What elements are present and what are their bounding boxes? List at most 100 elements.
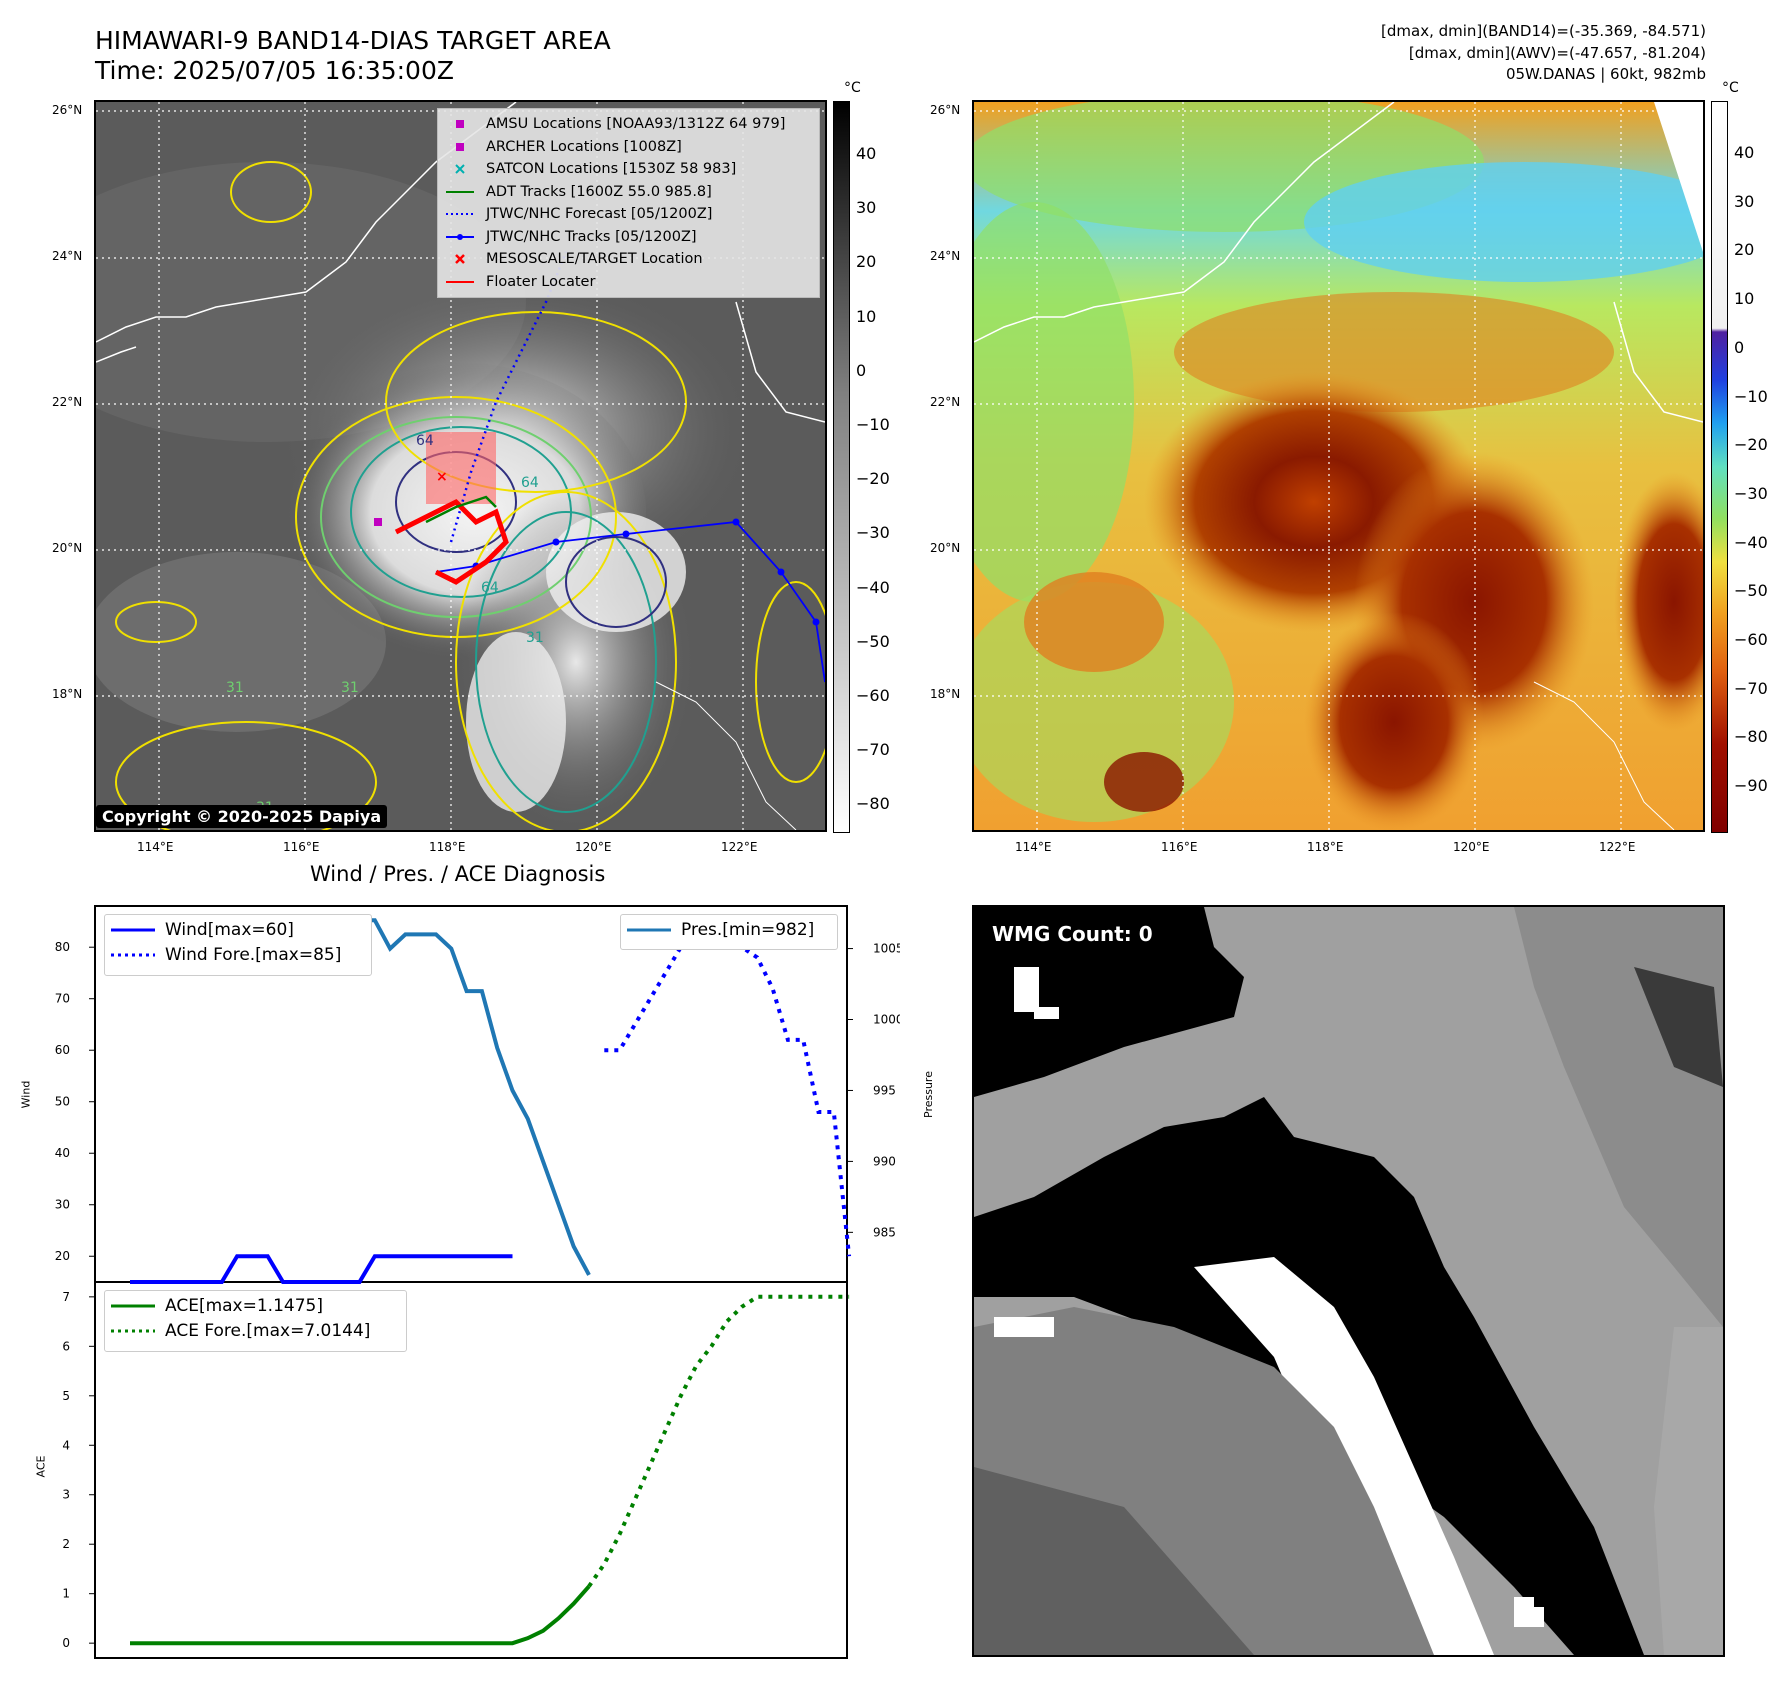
- lon-label: 122°E: [1599, 840, 1636, 854]
- diagnosis-title: Wind / Pres. / ACE Diagnosis: [310, 862, 606, 886]
- legend-item-amsu: AMSU Locations [NOAA93/1312Z 64 979]: [446, 113, 811, 136]
- map-legend: AMSU Locations [NOAA93/1312Z 64 979] ARC…: [437, 108, 820, 298]
- pressure-tick-label: 985: [873, 1225, 896, 1239]
- colorbar2-tick: −60: [1734, 630, 1768, 649]
- colorbar1-unit: °C: [844, 80, 861, 96]
- target-area: [426, 432, 496, 504]
- colorbar1-tick: 20: [856, 252, 877, 272]
- wind-forecast-line: [604, 919, 852, 1257]
- ir-map-panel: × 64 64 64 31 31 31 31 Copyright © 2020-…: [94, 100, 827, 832]
- ace-tick-label: 3: [62, 1488, 70, 1502]
- square-icon: [446, 139, 474, 155]
- legend-item-wind: Wind[max=60]: [111, 917, 365, 942]
- lat-label: 18°N: [930, 687, 961, 701]
- ace-tick-label: 2: [62, 1537, 70, 1551]
- colorbar2: [1711, 101, 1728, 833]
- lat-label: 22°N: [930, 395, 961, 409]
- dotted-line-icon: [111, 1329, 155, 1332]
- info-band14: [dmax, dmin](BAND14)=(-35.369, -84.571): [1381, 22, 1706, 40]
- wmg-svg: [974, 907, 1723, 1655]
- adt-track: [425, 495, 497, 524]
- colorbar2-tick: −70: [1734, 678, 1768, 698]
- colorbar2-tick: −50: [1734, 581, 1768, 601]
- colorbar1-tick: 0: [856, 360, 867, 380]
- ace-axis-label: ACE: [34, 1455, 48, 1478]
- colorbar1-tick: 10: [856, 306, 877, 326]
- ace-tick-label: 0: [62, 1636, 70, 1650]
- wind-tick-label: 80: [55, 940, 70, 954]
- diagnosis-chart: 20 30 40 50 60 70 80 985 990 995 1000 1005 0 1 2 3 4 5 6…: [55, 905, 900, 1659]
- legend-item-jtwc: JTWC/NHC Tracks [05/1200Z]: [446, 226, 811, 249]
- colorbar2-tick: −80: [1734, 727, 1768, 747]
- lon-label: 120°E: [575, 840, 612, 854]
- svg-text:×: ×: [436, 469, 448, 485]
- ace-axes: [94, 1281, 848, 1659]
- colorbar2-tick: 40: [1734, 143, 1755, 162]
- wind-tick-label: 70: [55, 992, 70, 1006]
- colorbar1: [833, 101, 850, 833]
- colorbar2-unit: °C: [1722, 80, 1739, 96]
- forecast-track: [449, 251, 568, 543]
- legend-item-forecast: JTWC/NHC Forecast [05/1200Z]: [446, 203, 811, 226]
- wind-tick-label: 40: [55, 1146, 70, 1160]
- pressure-legend: Pres.[min=982]: [620, 914, 838, 950]
- colorbar1-tick: −10: [856, 415, 890, 434]
- colorbar1-tick: −60: [856, 686, 890, 705]
- colorbar1-tick: −80: [856, 794, 890, 814]
- legend-item-ace: ACE[max=1.1475]: [111, 1293, 400, 1318]
- lon-label: 122°E: [721, 840, 758, 854]
- lat-label: 20°N: [52, 541, 83, 555]
- line-icon: [111, 1304, 155, 1307]
- pressure-tick-label: 1005: [873, 942, 900, 956]
- lon-label: 118°E: [429, 840, 466, 854]
- copyright-label: Copyright © 2020-2025 Dapiya: [96, 805, 388, 828]
- wind-line: [130, 1254, 513, 1284]
- ace-tick-label: 7: [62, 1290, 70, 1304]
- ace-forecast-line: [587, 1294, 850, 1588]
- colorbar2-tick: 30: [1734, 191, 1755, 211]
- lat-label: 18°N: [52, 687, 83, 701]
- chart-time: Time: 2025/07/05 16:35:00Z: [95, 56, 454, 85]
- legend-item-satcon: SATCON Locations [1530Z 58 983]: [446, 158, 811, 181]
- colorbar2-tick: 10: [1734, 289, 1755, 309]
- lat-label: 26°N: [52, 103, 83, 117]
- ace-legend: ACE[max=1.1475] ACE Fore.[max=7.0144]: [104, 1290, 407, 1352]
- dotted-line-icon: [446, 206, 474, 222]
- colorbar2-tick: −40: [1734, 532, 1768, 552]
- colorbar2-tick: 0: [1734, 337, 1745, 357]
- floater-track: [394, 498, 509, 585]
- line-dot-icon: [446, 229, 474, 245]
- colorbar1-tick: −70: [856, 740, 890, 760]
- lon-label: 118°E: [1307, 840, 1344, 854]
- svg-text:64: 64: [416, 433, 434, 449]
- colorbar1-tick: −20: [856, 469, 890, 489]
- colorbar2-tick: −90: [1734, 776, 1768, 796]
- awv-map-svg: [974, 102, 1703, 830]
- colorbar1-tick: −30: [856, 523, 890, 543]
- colorbar2-tick: −20: [1734, 435, 1768, 455]
- pressure-tick-label: 990: [873, 1154, 896, 1168]
- legend-item-pres: Pres.[min=982]: [627, 917, 831, 942]
- svg-text:64: 64: [521, 475, 539, 491]
- colorbar1-tick: −50: [856, 631, 890, 651]
- wind-legend: Wind[max=60] Wind Fore.[max=85]: [104, 914, 372, 976]
- lon-label: 116°E: [1161, 840, 1198, 854]
- ace-line: [130, 1584, 591, 1646]
- lat-label: 24°N: [930, 249, 961, 263]
- dotted-line-icon: [111, 953, 155, 956]
- x-marker-icon: [446, 251, 474, 267]
- lat-label: 26°N: [930, 103, 961, 117]
- wmg-count: WMG Count: 0: [992, 922, 1153, 946]
- wmg-panel: WMG Count: 0: [972, 905, 1725, 1657]
- legend-item-archer: ARCHER Locations [1008Z]: [446, 136, 811, 159]
- awv-map-panel: [972, 100, 1705, 832]
- legend-item-floater: Floater Locater: [446, 271, 811, 294]
- pressure-tick-label: 1000: [873, 1013, 900, 1027]
- lat-label: 20°N: [930, 541, 961, 555]
- ace-tick-label: 4: [62, 1438, 70, 1452]
- wind-tick-label: 60: [55, 1043, 70, 1057]
- line-icon: [446, 184, 474, 200]
- ace-tick-label: 1: [62, 1587, 70, 1601]
- ace-tick-label: 5: [62, 1389, 70, 1403]
- lat-label: 24°N: [52, 249, 83, 263]
